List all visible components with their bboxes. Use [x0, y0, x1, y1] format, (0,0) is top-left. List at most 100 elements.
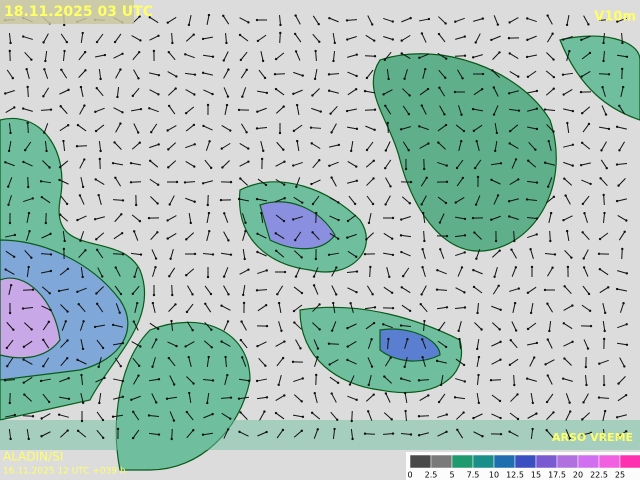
legend-tick-label: 20 — [573, 471, 583, 480]
wind-arrow-head — [283, 220, 285, 222]
wind-arrow-head — [121, 111, 123, 113]
wind-arrow-head — [387, 338, 389, 340]
wind-arrow-head — [474, 167, 476, 169]
wind-arrow-head — [76, 219, 78, 221]
wind-arrow-head — [464, 306, 466, 308]
wind-arrow-head — [463, 130, 465, 132]
wind-arrow-head — [42, 41, 44, 43]
wind-arrow-head — [95, 292, 97, 294]
wind-arrow-head — [48, 401, 50, 403]
wind-arrow-head — [230, 254, 232, 256]
wind-arrow-head — [347, 220, 349, 222]
wind-arrow-head — [155, 257, 157, 259]
wind-arrow-head — [207, 276, 209, 278]
wind-arrow-head — [349, 302, 351, 304]
wind-arrow-head — [351, 420, 353, 422]
wind-arrow-head — [63, 24, 65, 26]
wind-arrow-head — [588, 123, 590, 125]
wind-arrow — [550, 231, 551, 241]
wind-arrow-head — [136, 302, 138, 304]
wind-arrow-head — [400, 218, 402, 220]
wind-arrow-head — [157, 93, 159, 95]
wind-arrow-head — [283, 340, 285, 342]
wind-arrow-head — [149, 160, 151, 162]
wind-arrow-head — [536, 181, 538, 183]
wind-arrow-head — [384, 105, 386, 107]
wind-arrow-head — [9, 222, 11, 224]
wind-arrow-head — [439, 248, 441, 250]
wind-arrow-head — [546, 401, 548, 403]
wind-arrow-head — [514, 302, 516, 304]
legend-tick-label: 2.5 — [425, 471, 438, 480]
wind-arrow — [365, 434, 375, 435]
wind-arrow-head — [101, 275, 103, 277]
wind-arrow-head — [320, 110, 322, 112]
wind-arrow-head — [603, 338, 605, 340]
parameter: V10m — [594, 10, 636, 25]
wind-arrow-head — [328, 165, 330, 167]
wind-arrow-head — [481, 435, 483, 437]
wind-arrow-head — [116, 96, 118, 98]
wind-arrow-head — [122, 380, 124, 382]
wind-arrow-head — [318, 303, 320, 305]
wind-arrow-head — [247, 21, 249, 23]
wind-arrow-head — [230, 396, 232, 398]
wind-arrow-head — [566, 230, 568, 232]
wind-arrow-head — [66, 339, 68, 341]
wind-arrow-head — [313, 284, 315, 286]
wind-arrow-head — [122, 342, 124, 344]
wind-arrow-head — [583, 266, 585, 268]
wind-arrow-head — [598, 253, 600, 255]
wind-arrow-head — [616, 163, 618, 165]
wind-arrow-head — [553, 88, 555, 90]
wind-arrow-head — [278, 302, 280, 304]
wind-arrow-head — [475, 41, 477, 43]
wind-arrow-head — [496, 132, 498, 134]
wind-arrow-head — [384, 167, 386, 169]
wind-arrow-head — [84, 51, 86, 53]
wind-arrow-head — [373, 160, 375, 162]
wind-arrow-head — [424, 68, 426, 70]
wind-arrow-head — [207, 204, 209, 206]
wind-arrow-head — [122, 396, 124, 398]
wind-arrow-head — [402, 275, 404, 277]
wind-arrow-head — [194, 143, 196, 145]
wind-arrow-head — [335, 266, 337, 268]
wind-arrow-head — [176, 181, 178, 183]
wind-arrow-head — [421, 104, 423, 106]
wind-arrow-head — [83, 104, 85, 106]
wind-arrow-head — [546, 14, 548, 16]
wind-arrow-head — [454, 396, 456, 398]
wind-arrow-head — [464, 35, 466, 37]
wind-arrow-head — [421, 32, 423, 34]
wind-arrow-head — [333, 428, 335, 430]
wind-arrow-head — [418, 415, 420, 417]
wind-arrow-head — [295, 275, 297, 277]
wind-arrow-head — [32, 197, 34, 199]
wind-arrow-head — [493, 113, 495, 115]
wind-arrow-head — [335, 293, 337, 295]
wind-arrow-head — [589, 310, 591, 312]
wind-arrow-head — [562, 377, 564, 379]
wind-arrow-head — [244, 222, 246, 224]
wind-arrow-head — [421, 266, 423, 268]
wind-arrow-head — [515, 158, 517, 160]
wind-arrow-head — [241, 356, 243, 358]
wind-arrow-head — [148, 217, 150, 219]
wind-arrow-head — [625, 394, 627, 396]
wind-arrow — [23, 290, 33, 291]
wind-arrow-head — [238, 397, 240, 399]
wind-arrow-head — [472, 108, 474, 110]
wind-arrow-head — [171, 438, 173, 440]
wind-arrow-head — [400, 251, 402, 253]
wind-arrow-head — [588, 293, 590, 295]
wind-arrow-head — [410, 433, 412, 435]
wind-arrow-head — [22, 358, 24, 360]
legend-tick-label: 5 — [449, 471, 454, 480]
wind-arrow-head — [277, 384, 279, 386]
wind-arrow-head — [247, 160, 249, 162]
wind-arrow-head — [317, 428, 319, 430]
wind-arrow-head — [14, 234, 16, 236]
wind-arrow-head — [292, 93, 294, 95]
wind-arrow-head — [139, 345, 141, 347]
